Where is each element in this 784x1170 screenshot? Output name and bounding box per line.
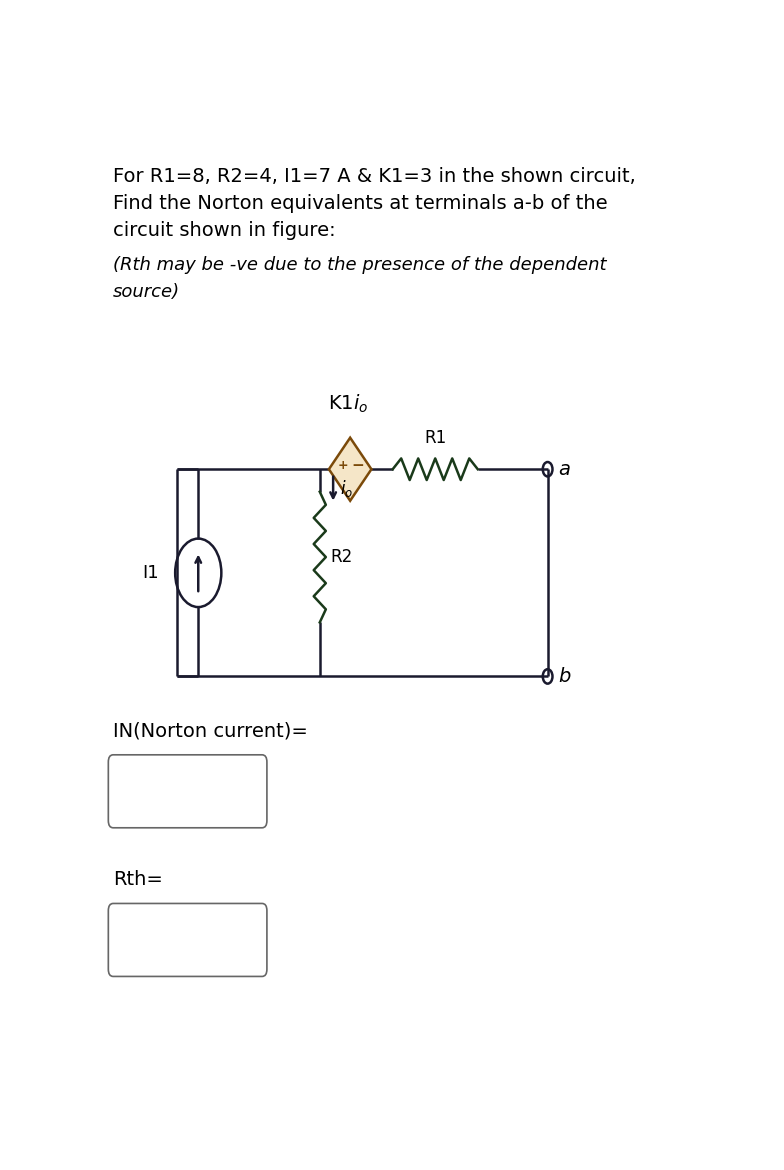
Text: −: −: [351, 459, 364, 473]
Polygon shape: [329, 438, 372, 501]
FancyBboxPatch shape: [108, 903, 267, 977]
Text: Rth=: Rth=: [113, 870, 163, 889]
Text: b: b: [558, 667, 571, 686]
Text: For R1=8, R2=4, I1=7 A & K1=3 in the shown circuit,: For R1=8, R2=4, I1=7 A & K1=3 in the sho…: [113, 167, 636, 186]
Text: +: +: [338, 459, 348, 473]
Text: a: a: [558, 460, 571, 479]
Text: circuit shown in figure:: circuit shown in figure:: [113, 221, 336, 241]
Text: Find the Norton equivalents at terminals a-b of the: Find the Norton equivalents at terminals…: [113, 194, 608, 213]
Text: IN(Norton current)=: IN(Norton current)=: [113, 722, 308, 741]
Text: R1: R1: [424, 428, 446, 447]
Text: $i_o$: $i_o$: [340, 479, 354, 500]
Text: K1$i_o$: K1$i_o$: [328, 393, 368, 415]
FancyBboxPatch shape: [108, 755, 267, 828]
Text: source): source): [113, 283, 180, 301]
Text: (Rth may be -ve due to the presence of the dependent: (Rth may be -ve due to the presence of t…: [113, 256, 607, 274]
Text: R2: R2: [331, 548, 353, 566]
Text: I1: I1: [142, 564, 158, 581]
